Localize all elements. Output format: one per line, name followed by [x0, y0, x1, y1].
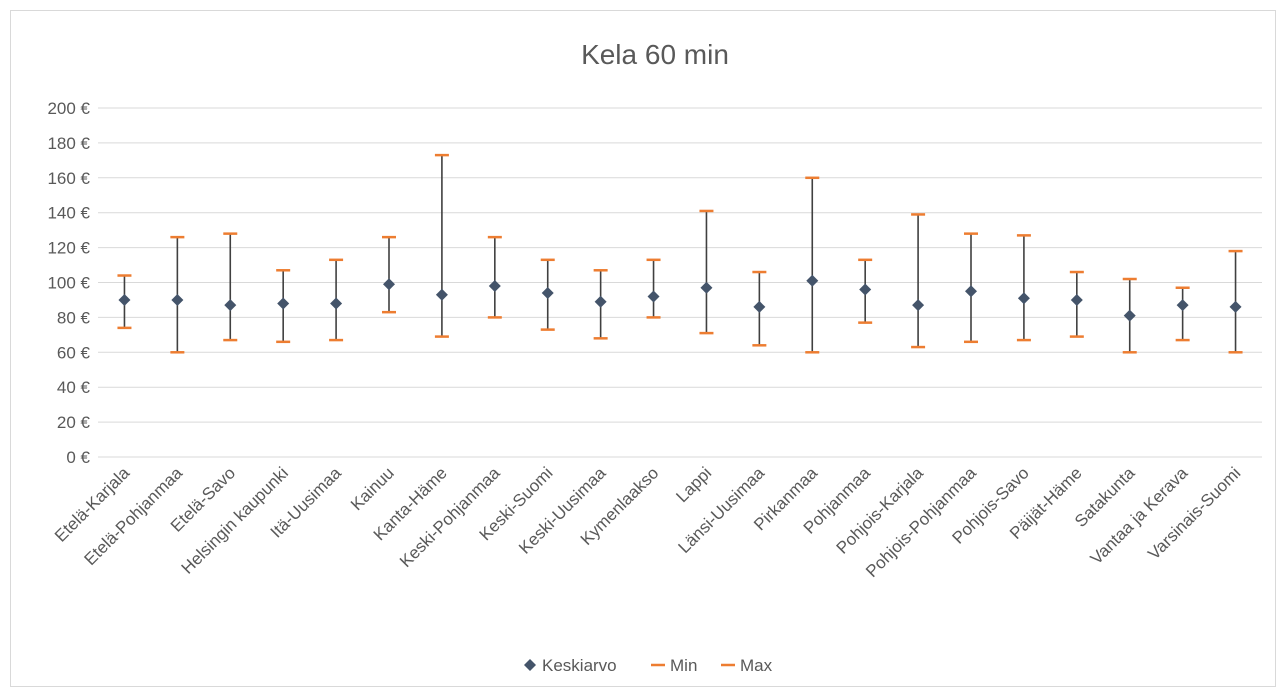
y-tick-label: 0 €	[66, 448, 90, 467]
y-tick-label: 100 €	[47, 274, 90, 293]
y-tick-label: 160 €	[47, 169, 90, 188]
y-tick-label: 40 €	[57, 378, 91, 397]
mean-marker	[700, 281, 713, 294]
data-marks	[117, 153, 1243, 354]
y-tick-label: 140 €	[47, 204, 90, 223]
mean-marker	[965, 285, 977, 298]
x-tick-label: Etelä-Pohjanmaa	[81, 463, 187, 569]
y-tick-label: 180 €	[47, 134, 90, 153]
chart-title: Kela 60 min	[581, 39, 729, 70]
mean-marker	[1176, 299, 1189, 312]
mean-marker	[1070, 293, 1083, 306]
mean-marker	[594, 295, 607, 308]
x-tick-label: Vantaa ja Kerava	[1087, 463, 1192, 568]
mean-marker	[224, 299, 237, 312]
legend-keskiarvo-icon	[524, 659, 536, 671]
x-axis-labels: Etelä-KarjalaEtelä-PohjanmaaEtelä-SavoHe…	[51, 463, 1244, 581]
legend: Keskiarvo Min Max	[524, 656, 773, 675]
mean-marker	[171, 293, 184, 306]
x-tick-label: Lappi	[672, 463, 715, 506]
mean-marker	[118, 293, 131, 306]
mean-marker	[1017, 292, 1030, 305]
y-tick-label: 20 €	[57, 413, 91, 432]
y-axis-ticks: 0 € 20 € 40 € 60 € 80 € 100 € 120 € 140 € 160 € 1…	[47, 99, 90, 467]
mean-marker	[1123, 309, 1136, 322]
mean-marker	[488, 279, 501, 292]
mean-marker	[1229, 300, 1242, 313]
y-tick-label: 60 €	[57, 343, 91, 362]
mean-marker	[330, 297, 343, 310]
y-tick-label: 80 €	[57, 308, 91, 327]
y-tick-label: 200 €	[47, 99, 90, 118]
range-lines	[123, 155, 1237, 353]
mean-marker	[647, 290, 660, 303]
mean-marker	[859, 283, 872, 296]
mean-marker	[806, 274, 819, 287]
mean-marker	[912, 299, 925, 312]
mean-marker	[541, 286, 554, 299]
mean-marker	[383, 278, 395, 291]
y-tick-label: 120 €	[47, 239, 90, 258]
legend-min-label: Min	[670, 656, 697, 675]
mean-marker	[753, 300, 766, 313]
x-tick-label: Kainuu	[347, 463, 398, 514]
x-tick-label: Keski-Pohjanmaa	[396, 463, 504, 571]
x-tick-label: Varsinais-Suomi	[1144, 463, 1244, 563]
mean-marker	[435, 288, 448, 301]
gridlines	[98, 107, 1262, 458]
legend-max-label: Max	[740, 656, 773, 675]
legend-keskiarvo-label: Keskiarvo	[542, 656, 617, 675]
chart-frame	[10, 10, 1276, 687]
mean-marker	[277, 297, 290, 310]
